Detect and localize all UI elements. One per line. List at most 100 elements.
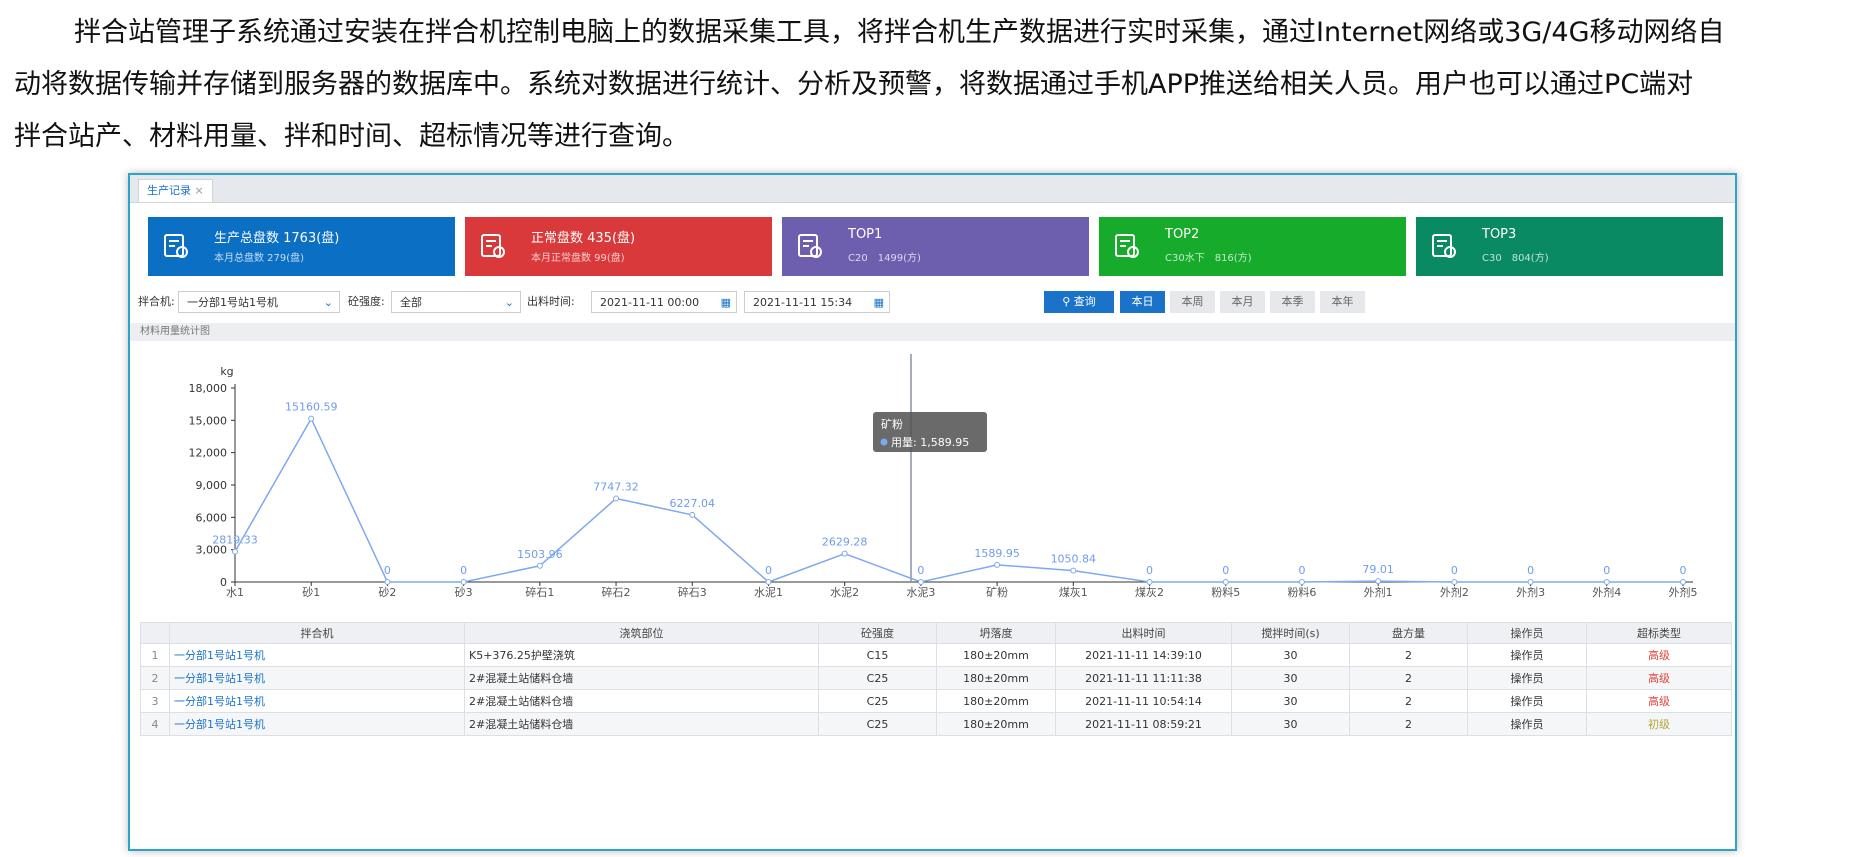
range-button[interactable]: 本日 <box>1120 291 1165 313</box>
table-cell: 2#混凝土站储料仓墙 <box>464 666 819 690</box>
close-icon[interactable]: × <box>194 184 204 197</box>
value-label: 15160.59 <box>285 401 338 414</box>
y-tick-label: 15,000 <box>189 414 228 427</box>
header-cell: 超标类型 <box>1586 622 1732 644</box>
table-cell: 一分部1号站1号机 <box>169 712 465 736</box>
value-label: 1503.96 <box>517 548 563 561</box>
select[interactable]: 全部 ⌄ <box>391 291 521 313</box>
table-cell: 30 <box>1231 712 1350 736</box>
tooltip-box <box>873 412 987 452</box>
point <box>1451 579 1458 585</box>
table-row: 1 一分部1号站1号机 K5+376.25护壁浇筑 C15 180±20mm 2021-1… <box>140 643 1732 667</box>
value-label: 7747.32 <box>593 481 639 494</box>
value-label: 1589.95 <box>974 547 1020 560</box>
table-cell: 高级 <box>1586 643 1732 667</box>
paragraph-line: 拌合站产、材料用量、拌和时间、超标情况等进行查询。 <box>14 121 689 152</box>
value-label: 79.01 <box>1362 563 1394 576</box>
value-label: 2629.28 <box>822 536 868 549</box>
x-tick-label: 矿粉 <box>986 586 1008 599</box>
x-tick-label: 粉料6 <box>1287 585 1316 599</box>
tab-bar: 生产记录 × <box>130 175 1735 203</box>
table-cell: 2 <box>140 666 170 690</box>
table-cell: 一分部1号站1号机 <box>169 689 465 713</box>
card-title: TOP1 <box>848 227 883 242</box>
header-cell: 搅拌时间(s) <box>1231 622 1350 644</box>
point <box>917 579 924 585</box>
x-tick-label: 煤灰2 <box>1135 585 1164 599</box>
point <box>1298 579 1305 585</box>
x-tick-label: 水泥1 <box>754 586 783 599</box>
x-tick-label: 水1 <box>226 586 244 599</box>
point <box>536 562 543 569</box>
value-label: 0 <box>1222 564 1229 577</box>
card-icon <box>1432 234 1456 258</box>
table-cell: 30 <box>1231 666 1350 690</box>
x-tick-label: 煤灰1 <box>1059 585 1088 599</box>
y-tick-label: 6,000 <box>196 511 228 524</box>
table-cell: 初级 <box>1586 712 1732 736</box>
x-tick-label: 外剂1 <box>1364 585 1393 599</box>
point <box>308 415 315 422</box>
point <box>689 511 696 518</box>
paragraph-line: 拌合站管理子系统通过安装在拌合机控制电脑上的数据采集工具，将拌合机生产数据进行实… <box>74 17 1725 48</box>
table-cell: 操作员 <box>1467 666 1587 690</box>
x-tick-label: 外剂4 <box>1592 585 1621 599</box>
header-cell: 操作员 <box>1467 622 1587 644</box>
table-cell: 30 <box>1231 643 1350 667</box>
value-label: 0 <box>384 564 391 577</box>
header-row: 拌合机 浇筑部位 砼强度 坍落度 出料时间 搅拌时间(s) 盘方量 操作员 超标类型 <box>140 622 1732 644</box>
range-button[interactable]: 本季 <box>1270 291 1315 313</box>
range-button[interactable]: 本周 <box>1170 291 1215 313</box>
table-cell: 4 <box>140 712 170 736</box>
point <box>232 548 238 555</box>
point <box>1680 579 1686 585</box>
date-input[interactable]: 2021-11-11 00:00 ▦ <box>591 291 737 313</box>
select-value: 全部 <box>400 296 422 309</box>
section-header: 材料用量统计图 <box>130 323 1735 341</box>
date-input[interactable]: 2021-11-11 15:34 ▦ <box>744 291 890 313</box>
point <box>613 495 620 502</box>
table-cell: 2 <box>1349 689 1468 713</box>
table-row: 2 一分部1号站1号机 2#混凝土站储料仓墙 C25 180±20mm 2021-11-1… <box>140 666 1732 690</box>
stat-card: 生产总盘数 1763(盘) 本月总盘数 279(盘) <box>148 217 455 276</box>
header-cell: 坍落度 <box>936 622 1056 644</box>
label: 出料时间: <box>527 295 575 308</box>
table-cell: 操作员 <box>1467 689 1587 713</box>
card-title: TOP2 <box>1165 227 1200 242</box>
card-subtitle: 本月正常盘数 99(盘) <box>531 253 625 264</box>
table-cell: 高级 <box>1586 689 1732 713</box>
value-label: 2819.33 <box>212 534 258 547</box>
card-icon <box>481 234 505 258</box>
y-unit: kg <box>220 365 233 378</box>
table-cell: 2021-11-11 14:39:10 <box>1055 643 1232 667</box>
x-tick-label: 碎石2 <box>602 585 631 599</box>
select[interactable]: 一分部1号站1号机 ⌄ <box>178 291 340 313</box>
stat-card: TOP3 C30 804(方) <box>1416 217 1723 276</box>
value-label: 0 <box>460 564 467 577</box>
y-tick-label: 3,000 <box>196 544 228 557</box>
tab[interactable]: 生产记录 × <box>138 179 213 202</box>
table-cell: 一分部1号站1号机 <box>169 643 465 667</box>
point <box>384 579 391 585</box>
value-label: 1050.84 <box>1051 553 1097 566</box>
range-button[interactable]: 本年 <box>1320 291 1365 313</box>
y-tick-label: 0 <box>220 576 227 589</box>
header-cell: 浇筑部位 <box>464 622 819 644</box>
range-button[interactable]: 本月 <box>1220 291 1265 313</box>
card-subtitle: C30水下 816(方) <box>1165 253 1252 264</box>
table-row: 3 一分部1号站1号机 2#混凝土站储料仓墙 C25 180±20mm 2021-11-1… <box>140 689 1732 713</box>
query-button[interactable]: ⚲ 查询 <box>1044 291 1114 313</box>
table-cell: 3 <box>140 689 170 713</box>
table-cell: 高级 <box>1586 666 1732 690</box>
table-row: 4 一分部1号站1号机 2#混凝土站储料仓墙 C25 180±20mm 2021-11-1… <box>140 712 1732 736</box>
point <box>1070 567 1077 574</box>
x-tick-label: 外剂5 <box>1669 585 1698 599</box>
table-cell: C25 <box>818 712 937 736</box>
table-cell: 2#混凝土站储料仓墙 <box>464 712 819 736</box>
stat-card: 正常盘数 435(盘) 本月正常盘数 99(盘) <box>465 217 772 276</box>
table-cell: 30 <box>1231 689 1350 713</box>
point <box>765 579 772 585</box>
y-tick-label: 18,000 <box>189 382 228 395</box>
x-tick-label: 碎石1 <box>525 585 554 599</box>
